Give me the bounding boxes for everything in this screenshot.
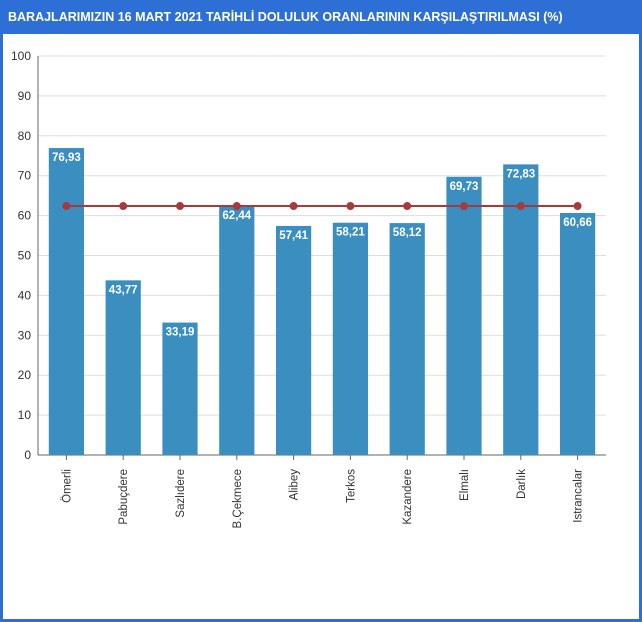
average-marker (62, 202, 71, 211)
x-tick-label: Pabuçdere (118, 469, 130, 525)
data-label: 58,12 (393, 227, 422, 239)
y-tick-label: 10 (18, 408, 32, 422)
x-tick-label: Sazlıdere (175, 469, 187, 518)
y-tick-label: 60 (18, 209, 32, 223)
y-tick-label: 90 (18, 89, 32, 103)
bar (559, 212, 596, 455)
bar (105, 280, 141, 455)
bar (446, 176, 482, 456)
y-tick-label: 50 (18, 249, 32, 263)
y-tick-label: 70 (18, 169, 32, 183)
x-tick-label: Darlık (516, 469, 528, 499)
average-marker (176, 202, 184, 211)
average-marker (460, 202, 468, 211)
data-label: 33,19 (166, 327, 195, 339)
y-tick-label: 0 (24, 448, 31, 462)
data-label: 69,73 (450, 181, 479, 193)
data-label: 60,66 (563, 217, 592, 229)
bar (162, 322, 198, 455)
data-label: 62,44 (222, 210, 251, 222)
bar-chart: 0 10 20 30 40 50 60 70 80 90 100 76,93 Ömerli 43,77 Pa… (11, 49, 606, 528)
bar (503, 164, 539, 455)
x-tick-label: Alibey (289, 469, 301, 501)
average-marker (403, 202, 412, 211)
x-tick-label: Elmalı (459, 469, 471, 501)
average-marker (573, 202, 582, 211)
average-marker (119, 202, 128, 211)
data-label: 76,93 (52, 152, 81, 164)
data-label: 72,83 (506, 168, 535, 180)
bar (48, 148, 85, 455)
y-tick-label: 40 (18, 288, 32, 302)
average-marker (346, 202, 355, 211)
x-tick-label: Istrancalar (573, 469, 585, 523)
average-marker (516, 202, 525, 211)
y-tick-label: 20 (18, 368, 32, 382)
bar (219, 205, 255, 455)
data-label: 57,41 (279, 230, 308, 242)
data-label: 43,77 (109, 284, 138, 296)
x-tick-label: Terkos (345, 469, 357, 503)
x-tick-label: Kazandere (402, 469, 414, 525)
bar (389, 223, 425, 455)
y-tick-label: 100 (11, 49, 31, 63)
average-marker (289, 202, 298, 211)
average-marker (232, 202, 241, 211)
y-tick-label: 30 (18, 328, 32, 342)
y-tick-label: 80 (18, 129, 32, 143)
data-label: 58,21 (336, 227, 365, 239)
x-tick-label: Ömerli (61, 469, 73, 503)
x-tick-label: B.Çekmece (232, 469, 244, 528)
bar (275, 225, 312, 455)
chart-title: BARAJLARIMIZIN 16 MART 2021 TARİHLİ DOLU… (0, 0, 642, 34)
bar (332, 222, 369, 455)
